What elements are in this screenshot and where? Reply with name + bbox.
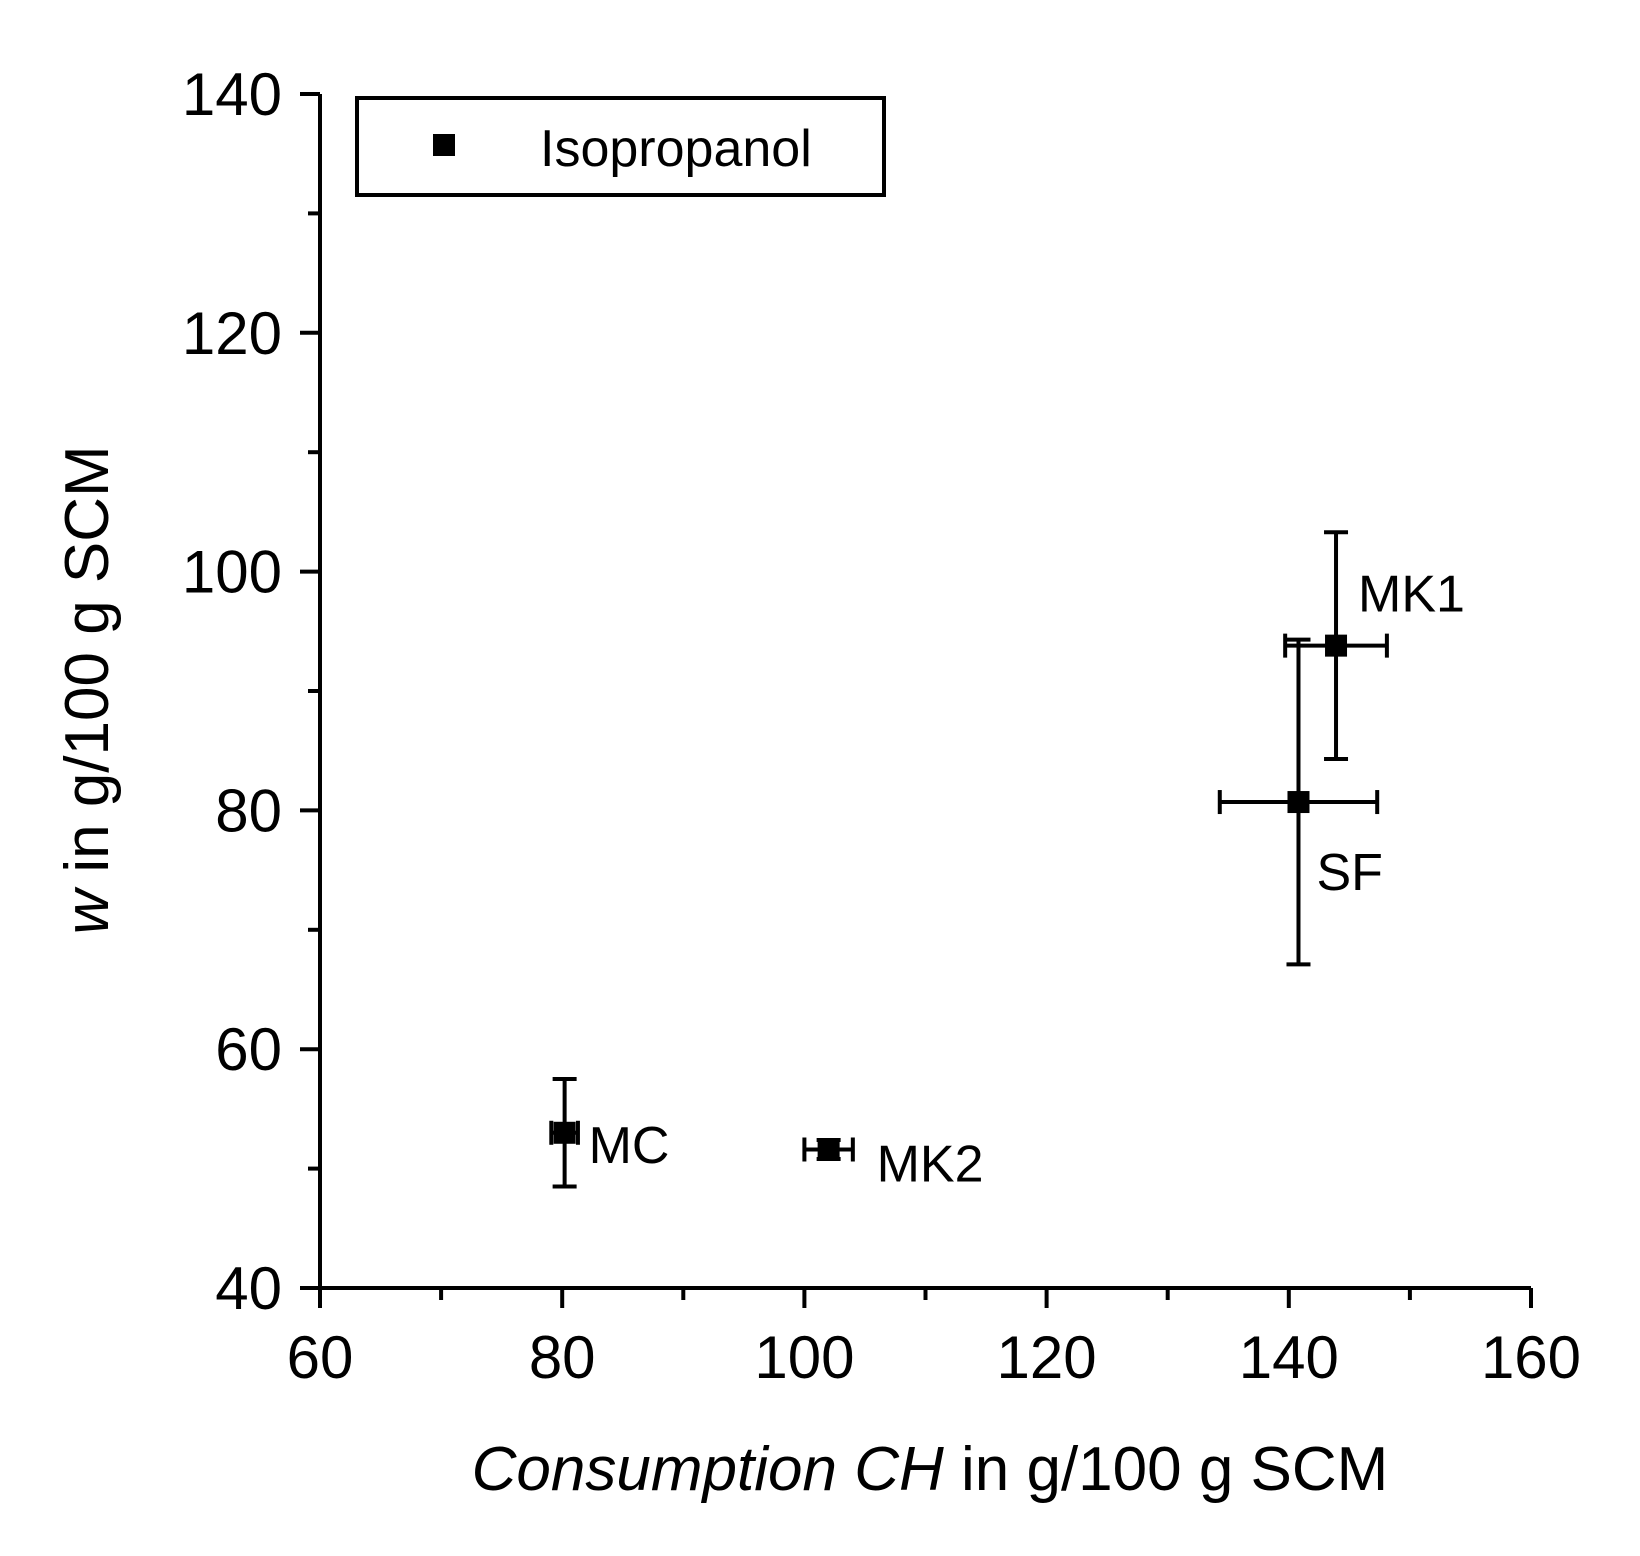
y-tick-label: 80 <box>215 777 282 844</box>
error-bars <box>549 530 1389 1189</box>
point-label-mk1: MK1 <box>1358 566 1465 624</box>
x-axis-title: Consumption CH in g/100 g SCM <box>472 1435 1389 1504</box>
data-point-mk2 <box>817 1138 840 1161</box>
legend-marker-square <box>433 134 455 156</box>
axes <box>318 94 1531 1290</box>
x-tick-label: 80 <box>529 1324 596 1391</box>
x-tick-label: 140 <box>1239 1324 1339 1391</box>
y-tick-label: 120 <box>182 300 282 367</box>
y-axis-title-italic: w <box>53 886 122 935</box>
point-labels: MC MK2 SF MK1 <box>589 566 1465 1194</box>
tick-marks <box>300 92 1533 1308</box>
legend-entry-isopropanol: Isopropanol <box>540 120 812 178</box>
x-axis-title-rest: in g/100 g SCM <box>944 1435 1389 1504</box>
legend: Isopropanol <box>355 96 886 197</box>
x-tick-label: 100 <box>754 1324 854 1391</box>
y-tick-label: 100 <box>182 539 282 606</box>
data-point-sf <box>1287 791 1310 814</box>
point-label-mk2: MK2 <box>877 1135 984 1193</box>
x-axis-title-italic: Consumption CH <box>472 1435 944 1504</box>
y-axis-title-rest: in g/100 g SCM <box>53 445 122 890</box>
x-tick-label: 120 <box>997 1324 1097 1391</box>
y-tick-label: 60 <box>215 1016 282 1083</box>
point-label-sf: SF <box>1316 844 1382 902</box>
data-point-mc <box>553 1121 576 1144</box>
x-tick-label: 60 <box>287 1324 354 1391</box>
data-point-mk1 <box>1325 634 1348 657</box>
y-tick-label: 40 <box>215 1255 282 1322</box>
y-tick-label: 140 <box>182 61 282 128</box>
y-axis-title: w in g/100 g SCM <box>53 445 122 934</box>
data-points <box>553 634 1348 1161</box>
point-label-mc: MC <box>589 1117 670 1175</box>
x-tick-label: 160 <box>1481 1324 1581 1391</box>
